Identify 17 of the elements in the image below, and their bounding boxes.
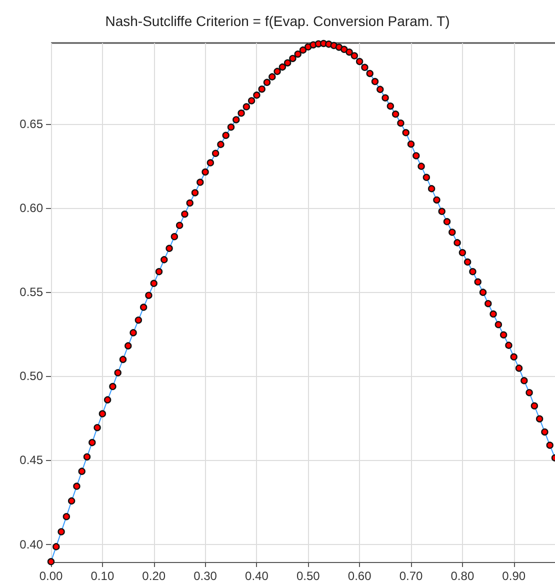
y-tick-label: 0.40	[20, 537, 44, 552]
y-tick-label: 0.55	[20, 284, 44, 299]
chart-title: Nash-Sutcliffe Criterion = f(Evap. Conversion Param. T)	[105, 13, 450, 29]
x-tick-label: 0.80	[450, 569, 474, 583]
x-tick-label: 0.40	[245, 569, 269, 583]
y-tick-label: 0.65	[20, 116, 44, 131]
y-tick-label: 0.60	[20, 200, 44, 215]
x-tick-label: 0.20	[142, 569, 166, 583]
x-tick-label: 0.30	[194, 569, 218, 583]
x-tick-label: 0.70	[399, 569, 423, 583]
y-tick-label: 0.50	[20, 369, 44, 384]
x-tick-label: 0.50	[296, 569, 320, 583]
y-tick-label: 0.45	[20, 453, 44, 468]
x-tick-label: 0.90	[502, 569, 526, 583]
x-tick-label: 0.60	[348, 569, 372, 583]
x-tick-label: 0.00	[39, 569, 63, 583]
x-tick-label: 0.10	[90, 569, 114, 583]
